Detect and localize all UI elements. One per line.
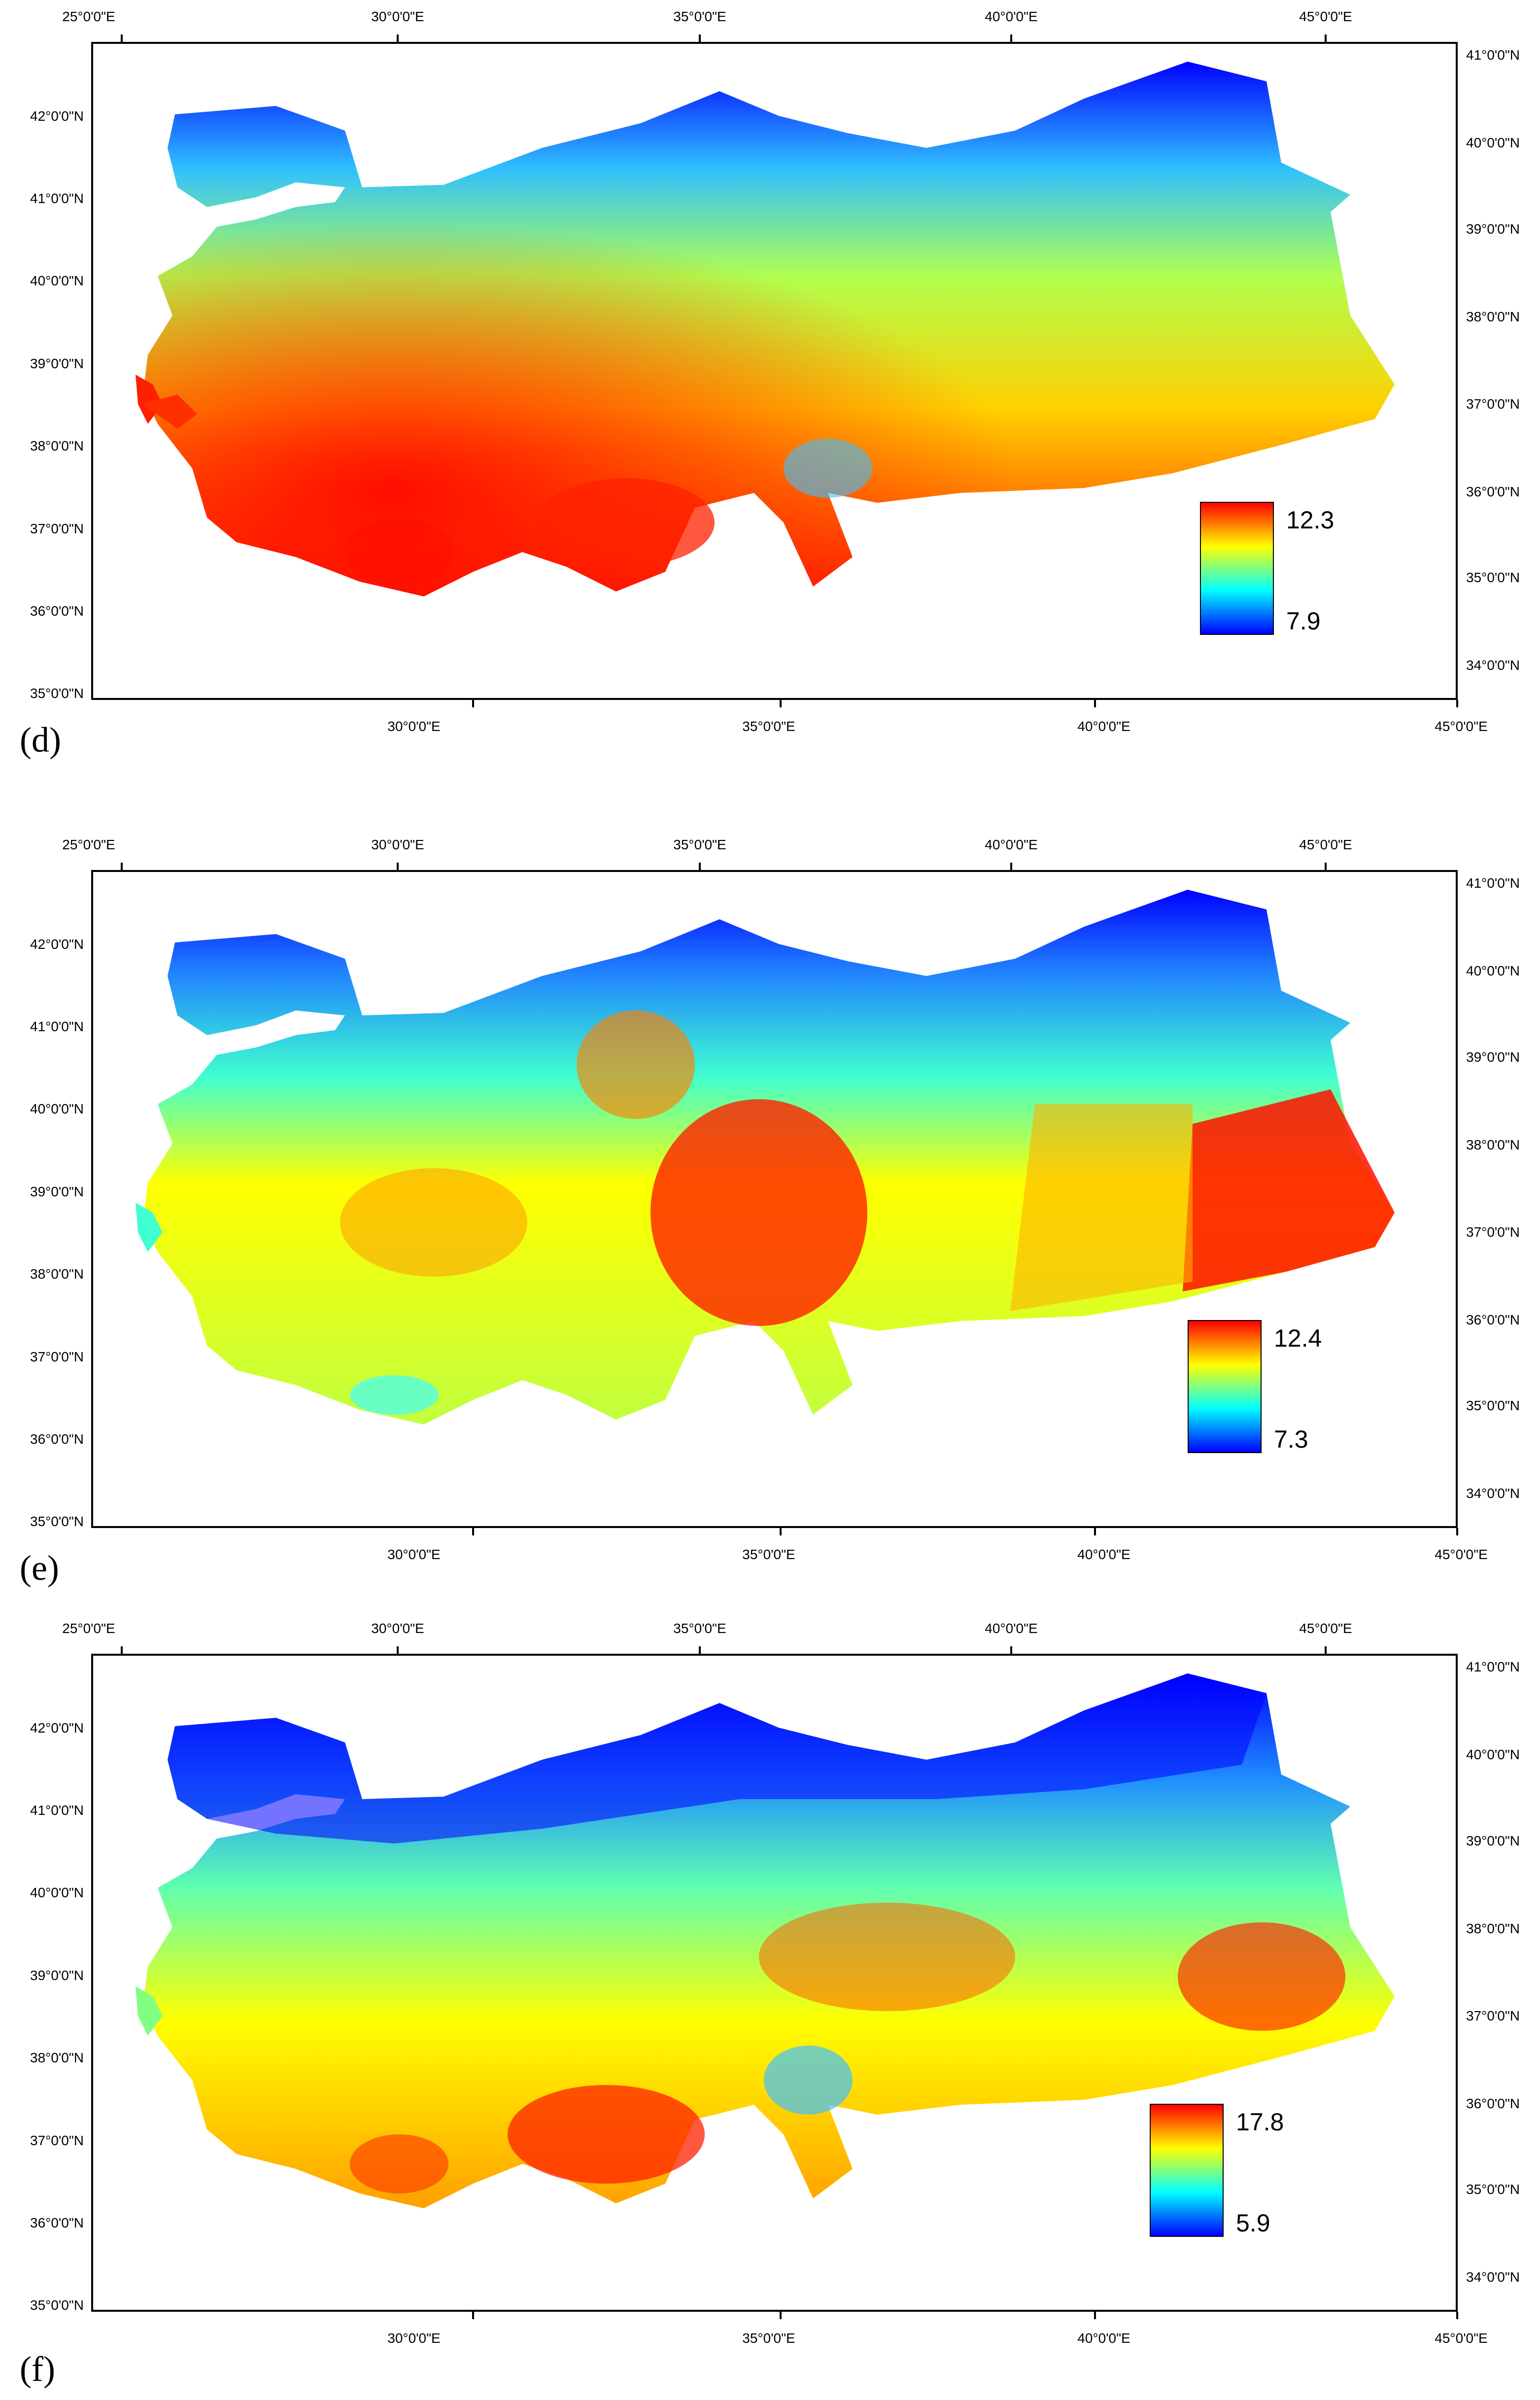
left-lat-label: 36°0'0"N: [30, 1431, 84, 1447]
turkey-shape: [136, 1673, 1395, 2208]
legend-max-value: 12.3: [1286, 506, 1335, 534]
right-lat-label: 41°0'0"N: [1466, 1659, 1520, 1674]
bottom-lon-label: 45°0'0"E: [1435, 719, 1488, 734]
legend-color-bar: [1150, 2104, 1224, 2237]
turkey-map-raster: [136, 1673, 1395, 2208]
left-lat-label: 39°0'0"N: [30, 356, 84, 371]
left-lat-label: 41°0'0"N: [30, 1019, 84, 1034]
left-lat-label: 39°0'0"N: [30, 1968, 84, 1983]
left-lat-label: 40°0'0"N: [30, 273, 84, 288]
left-lat-label: 37°0'0"N: [30, 2133, 84, 2148]
top-lon-label: 30°0'0"E: [371, 837, 424, 852]
bottom-lon-label: 40°0'0"E: [1077, 1547, 1130, 1562]
right-lat-label: 38°0'0"N: [1466, 1921, 1520, 1936]
right-lat-label: 36°0'0"N: [1466, 1312, 1520, 1327]
right-lat-label: 41°0'0"N: [1466, 47, 1520, 63]
bottom-lon-label: 40°0'0"E: [1077, 2330, 1130, 2346]
top-lon-label: 45°0'0"E: [1299, 1621, 1352, 1636]
left-lat-label: 40°0'0"N: [30, 1885, 84, 1900]
right-lat-label: 39°0'0"N: [1466, 1049, 1520, 1065]
right-lat-label: 35°0'0"N: [1466, 2182, 1520, 2197]
top-lon-label: 35°0'0"E: [673, 1621, 726, 1636]
top-lon-label: 30°0'0"E: [371, 9, 424, 24]
left-lat-label: 36°0'0"N: [30, 2215, 84, 2230]
right-lat-label: 35°0'0"N: [1466, 1398, 1520, 1413]
left-lat-label: 42°0'0"N: [30, 1720, 84, 1736]
left-lat-label: 35°0'0"N: [30, 686, 84, 701]
bottom-lon-label: 35°0'0"E: [742, 2330, 795, 2346]
panel-letter: (f): [20, 2349, 55, 2389]
left-lat-label: 37°0'0"N: [30, 1349, 84, 1364]
top-lon-label: 45°0'0"E: [1299, 9, 1352, 24]
bottom-lon-label: 30°0'0"E: [387, 2330, 441, 2346]
bottom-lon-label: 35°0'0"E: [742, 1547, 795, 1562]
legend-min-value: 5.9: [1236, 2209, 1270, 2237]
right-lat-label: 40°0'0"N: [1466, 135, 1520, 150]
top-lon-label: 45°0'0"E: [1299, 837, 1352, 852]
right-lat-label: 34°0'0"N: [1466, 2269, 1520, 2285]
top-lon-label: 30°0'0"E: [371, 1621, 424, 1636]
turkey-shape: [136, 62, 1395, 596]
right-lat-label: 36°0'0"N: [1466, 2096, 1520, 2111]
right-lat-label: 40°0'0"N: [1466, 963, 1520, 978]
right-lat-label: 34°0'0"N: [1466, 1486, 1520, 1501]
panel-letter: (e): [20, 1548, 59, 1588]
top-lon-label: 35°0'0"E: [673, 837, 726, 852]
left-lat-label: 38°0'0"N: [30, 438, 84, 453]
bottom-lon-label: 45°0'0"E: [1435, 1547, 1488, 1562]
left-lat-label: 39°0'0"N: [30, 1184, 84, 1199]
right-lat-label: 40°0'0"N: [1466, 1747, 1520, 1762]
legend-min-value: 7.9: [1286, 607, 1321, 635]
right-lat-label: 37°0'0"N: [1466, 2008, 1520, 2023]
right-lat-label: 35°0'0"N: [1466, 570, 1520, 585]
top-lon-label: 25°0'0"E: [62, 837, 115, 852]
right-lat-label: 36°0'0"N: [1466, 484, 1520, 499]
bottom-lon-label: 30°0'0"E: [387, 719, 441, 734]
left-lat-label: 41°0'0"N: [30, 191, 84, 206]
right-lat-label: 37°0'0"N: [1466, 1224, 1520, 1240]
legend-min-value: 7.3: [1274, 1426, 1308, 1453]
right-lat-label: 34°0'0"N: [1466, 658, 1520, 673]
panel-letter: (d): [20, 720, 61, 760]
bottom-lon-label: 30°0'0"E: [387, 1547, 441, 1562]
top-lon-label: 40°0'0"E: [985, 837, 1038, 852]
turkey-shape: [136, 890, 1395, 1425]
turkey-map-raster: [136, 62, 1395, 596]
left-lat-label: 40°0'0"N: [30, 1101, 84, 1116]
right-lat-label: 39°0'0"N: [1466, 221, 1520, 237]
left-lat-label: 38°0'0"N: [30, 1266, 84, 1282]
map-panel-e: 25°0'0"E 30°0'0"E 35°0'0"E 40°0'0"E 45°0…: [0, 828, 1540, 1597]
right-lat-label: 38°0'0"N: [1466, 1137, 1520, 1152]
top-lon-label: 40°0'0"E: [985, 9, 1038, 24]
left-lat-label: 36°0'0"N: [30, 603, 84, 619]
legend-max-value: 17.8: [1236, 2108, 1284, 2136]
bottom-lon-label: 45°0'0"E: [1435, 2330, 1488, 2346]
left-lat-label: 35°0'0"N: [30, 2297, 84, 2313]
left-lat-label: 38°0'0"N: [30, 2050, 84, 2065]
turkey-map-raster: [136, 890, 1395, 1425]
top-lon-label: 35°0'0"E: [673, 9, 726, 24]
right-lat-label: 38°0'0"N: [1466, 309, 1520, 324]
top-lon-label: 25°0'0"E: [62, 1621, 115, 1636]
top-lon-label: 40°0'0"E: [985, 1621, 1038, 1636]
map-panel-f: 25°0'0"E 30°0'0"E 35°0'0"E 40°0'0"E 45°0…: [0, 1612, 1540, 2400]
top-lon-label: 25°0'0"E: [62, 9, 115, 24]
map-panel-d: 25°0'0"E 30°0'0"E 35°0'0"E 40°0'0"E 45°0…: [0, 0, 1540, 769]
bottom-lon-label: 40°0'0"E: [1077, 719, 1130, 734]
left-lat-label: 42°0'0"N: [30, 937, 84, 952]
bottom-lon-label: 35°0'0"E: [742, 719, 795, 734]
legend-color-bar: [1200, 502, 1274, 635]
legend-max-value: 12.4: [1274, 1324, 1322, 1352]
left-lat-label: 35°0'0"N: [30, 1514, 84, 1529]
left-lat-label: 41°0'0"N: [30, 1803, 84, 1818]
left-lat-label: 37°0'0"N: [30, 521, 84, 536]
right-lat-label: 39°0'0"N: [1466, 1833, 1520, 1848]
right-lat-label: 41°0'0"N: [1466, 875, 1520, 891]
legend-color-bar: [1188, 1320, 1262, 1453]
right-lat-label: 37°0'0"N: [1466, 396, 1520, 412]
left-lat-label: 42°0'0"N: [30, 108, 84, 124]
